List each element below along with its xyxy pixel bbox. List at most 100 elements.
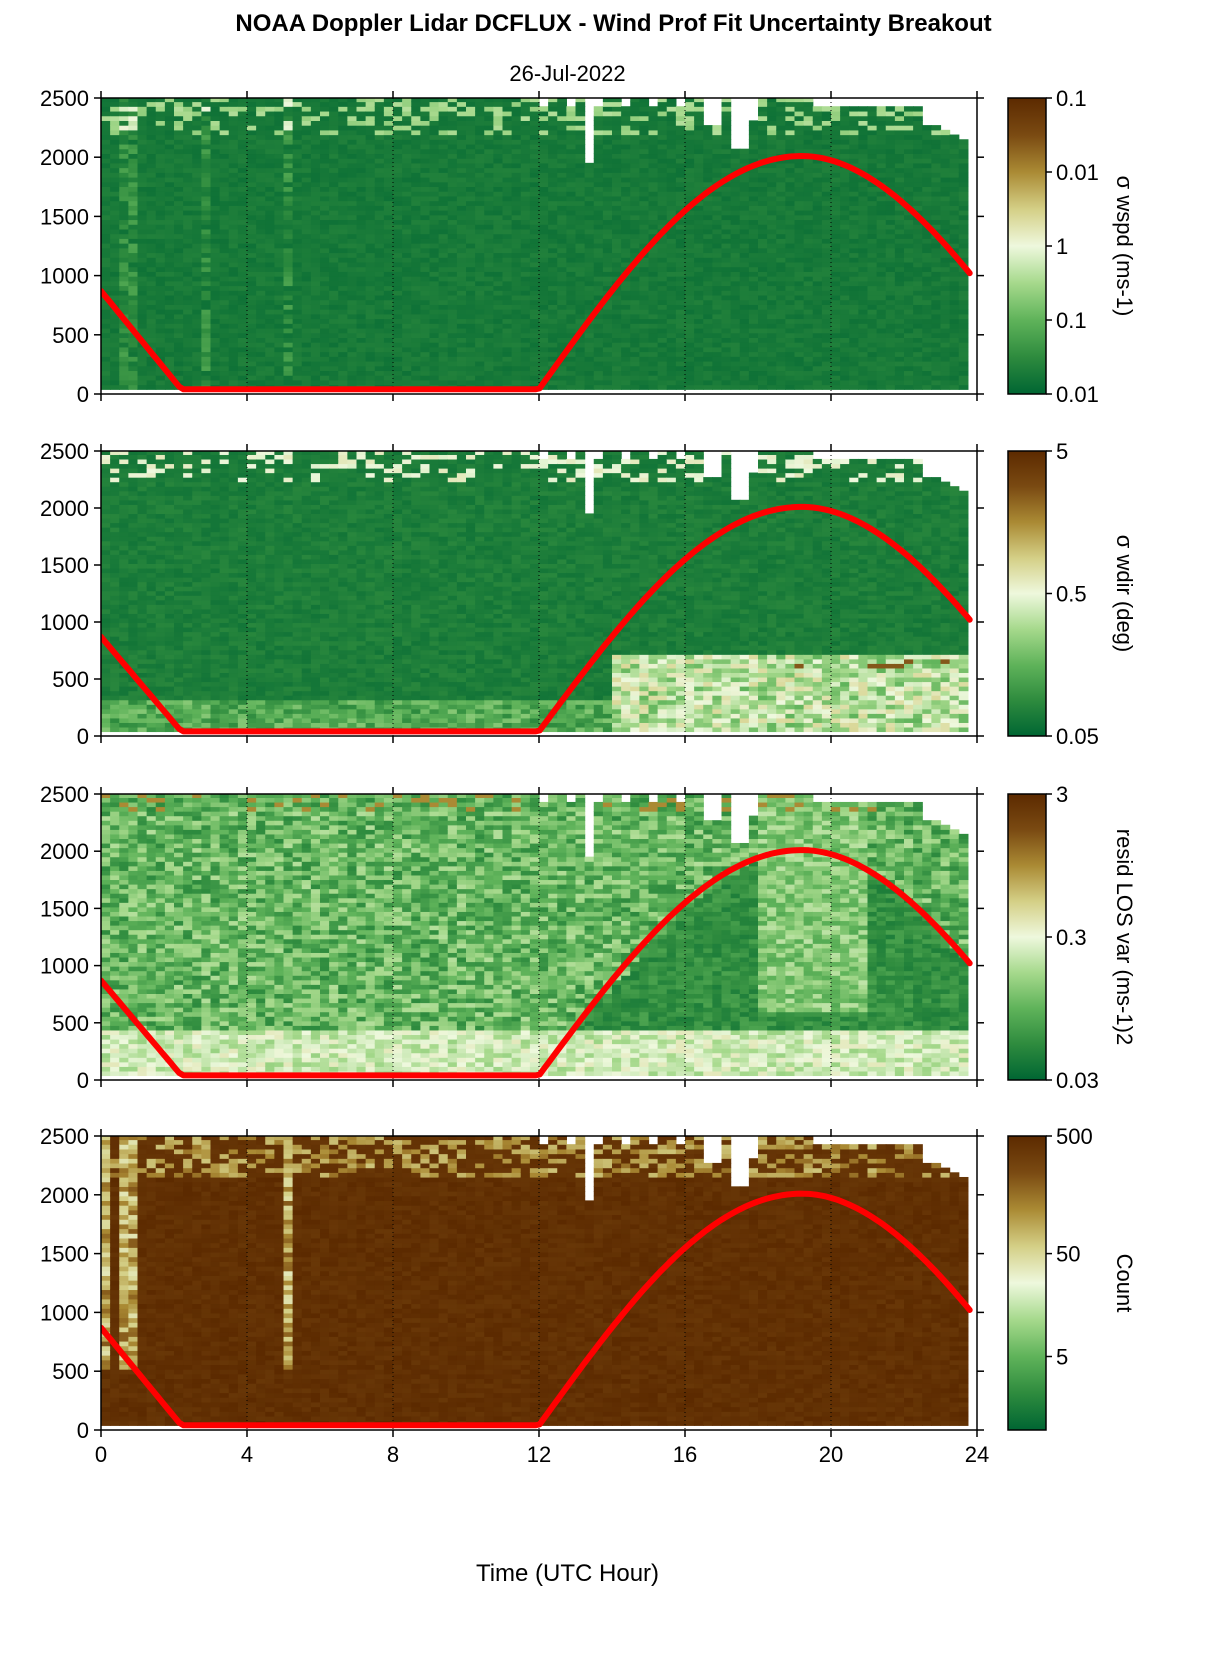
heatmap-cell (283, 370, 294, 376)
heatmap-cell (730, 266, 741, 272)
heatmap-cell (383, 247, 394, 254)
heatmap-cell (110, 271, 120, 277)
heatmap-cell (566, 158, 577, 164)
heatmap-cell (612, 106, 622, 112)
heatmap-cell (511, 195, 522, 202)
heatmap-cell (739, 238, 750, 244)
heatmap-cell (575, 257, 586, 263)
heatmap-cell (438, 346, 449, 353)
heatmap-cell (447, 228, 458, 235)
heatmap-cell (758, 365, 768, 372)
heatmap-cell (283, 247, 294, 254)
heatmap-cell (411, 101, 421, 107)
heatmap-cell (110, 98, 120, 103)
heatmap-cell (666, 238, 677, 244)
heatmap-cell (831, 228, 841, 235)
heatmap-cell (511, 134, 522, 140)
heatmap-cell (320, 304, 330, 310)
heatmap-cell (557, 195, 567, 202)
heatmap-cell (164, 304, 175, 310)
heatmap-cell (794, 309, 805, 315)
heatmap-cell (447, 276, 458, 282)
heatmap-cell (493, 379, 504, 386)
heatmap-cell (694, 243, 704, 249)
heatmap-cell (557, 247, 567, 254)
heatmap-cell (484, 332, 494, 338)
heatmap-cell (274, 332, 285, 338)
heatmap-cell (438, 158, 449, 164)
heatmap-cell (712, 309, 723, 315)
heatmap-cell (128, 200, 139, 206)
heatmap-cell (429, 365, 440, 372)
heatmap-cell (128, 290, 139, 296)
heatmap-cell (155, 309, 166, 315)
heatmap-cell (347, 309, 358, 315)
heatmap-cell (758, 101, 768, 107)
heatmap-cell (174, 332, 184, 338)
heatmap-cell (566, 214, 577, 221)
heatmap-cell (767, 153, 777, 159)
heatmap-cell (639, 148, 650, 155)
heatmap-cell (411, 177, 421, 183)
heatmap-cell (502, 224, 513, 230)
heatmap-cell (466, 261, 476, 268)
heatmap-cell (648, 186, 659, 192)
heatmap-cell (776, 125, 786, 131)
heatmap-cell (694, 186, 704, 192)
heatmap-cell (529, 195, 540, 202)
heatmap-cell (174, 318, 184, 324)
heatmap-cell (183, 148, 193, 155)
heatmap-cell (548, 125, 558, 131)
heatmap-cell (712, 313, 723, 320)
heatmap-cell (347, 191, 358, 197)
heatmap-cell (283, 110, 294, 117)
heatmap-cell (493, 205, 504, 211)
heatmap-cell (575, 139, 586, 145)
heatmap-cell (575, 153, 586, 159)
heatmap-cell (602, 299, 613, 305)
heatmap-cell (101, 162, 111, 169)
heatmap-cell (721, 351, 732, 357)
heatmap-cell (675, 309, 686, 315)
heatmap-cell (739, 337, 750, 343)
heatmap-cell (329, 285, 339, 291)
heatmap-cell (183, 228, 193, 235)
heatmap-cell (748, 379, 759, 386)
heatmap-cell (256, 129, 266, 136)
heatmap-cell (110, 261, 120, 268)
heatmap-cell (721, 181, 732, 188)
heatmap-cell (201, 210, 212, 216)
heatmap-cell (128, 294, 139, 301)
heatmap-cell (174, 360, 184, 367)
heatmap-cell (329, 98, 339, 103)
heatmap-cell (110, 191, 120, 197)
heatmap-cell (475, 177, 485, 183)
heatmap-cell (840, 252, 850, 258)
heatmap-cell (666, 285, 677, 291)
heatmap-cell (739, 271, 750, 277)
heatmap-cell (411, 153, 421, 159)
heatmap-cell (511, 205, 522, 211)
heatmap-cell (365, 299, 376, 305)
heatmap-cell (566, 228, 577, 235)
heatmap-cell (539, 181, 549, 188)
heatmap-cell (748, 214, 759, 221)
heatmap-cell (612, 115, 622, 121)
heatmap-cell (548, 210, 558, 216)
heatmap-cell (685, 219, 695, 225)
heatmap-cell (831, 162, 841, 169)
heatmap-cell (657, 139, 668, 145)
heatmap-cell (128, 148, 139, 155)
heatmap-cell (575, 261, 586, 268)
heatmap-cell (347, 379, 358, 386)
heatmap-cell (356, 304, 367, 310)
heatmap-cell (146, 143, 157, 150)
heatmap-cell (712, 129, 723, 136)
heatmap-cell (593, 290, 604, 296)
heatmap-cell (703, 261, 713, 268)
heatmap-cell (237, 125, 248, 131)
heatmap-cell (657, 167, 668, 173)
heatmap-cell (411, 139, 421, 145)
heatmap-cell (712, 191, 723, 197)
heatmap-cell (666, 370, 677, 376)
